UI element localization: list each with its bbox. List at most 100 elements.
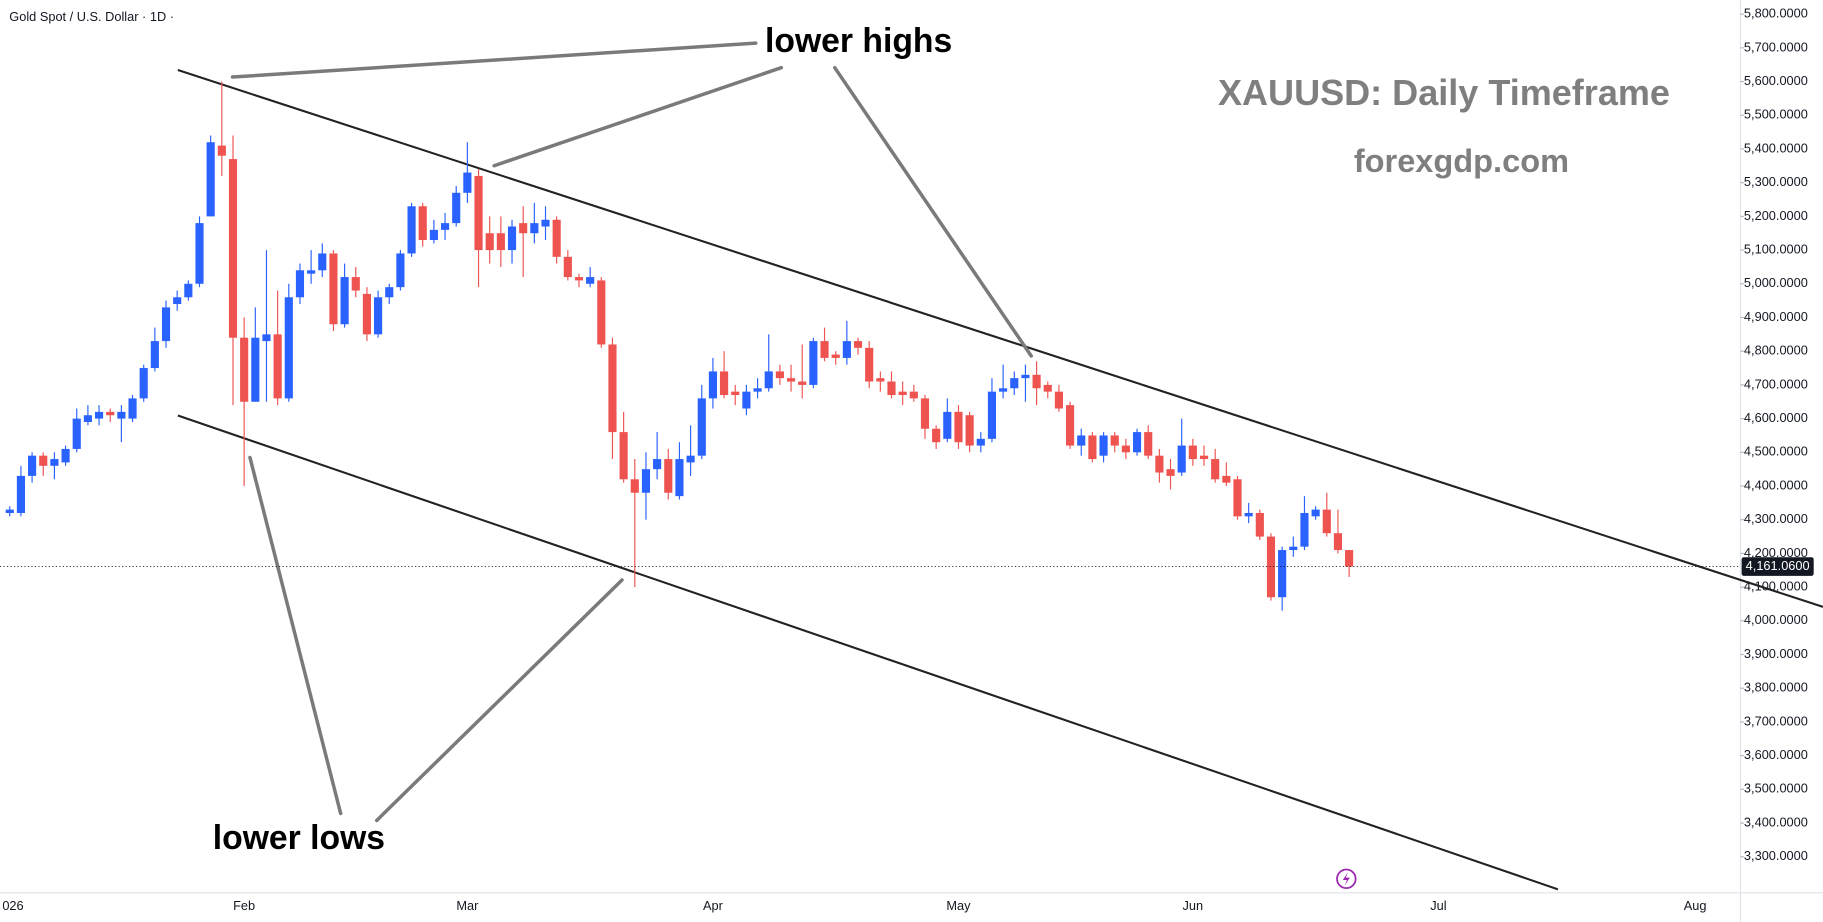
x-tick-label: Mar <box>456 898 479 913</box>
candle-body <box>764 371 773 389</box>
pointer <box>492 65 784 168</box>
candle-body <box>351 277 360 291</box>
candle-body <box>943 411 952 439</box>
y-tick-label: 5,300.0000 <box>1744 174 1808 189</box>
candle-body <box>496 233 505 251</box>
y-tick-label: 3,800.0000 <box>1744 680 1808 695</box>
candle-body <box>831 354 840 358</box>
last-price-label: 4,161.0600 <box>1746 558 1810 573</box>
chart-title: Gold Spot / U.S. Dollar · 1D · <box>9 9 174 24</box>
candle-body <box>1345 550 1354 567</box>
y-tick-label: 4,900.0000 <box>1744 309 1808 324</box>
alert-bolt[interactable] <box>1342 871 1350 886</box>
x-tick-label: 026 <box>2 898 23 913</box>
y-tick-label: 3,600.0000 <box>1744 747 1808 762</box>
candle-body <box>1289 546 1298 551</box>
candle-body <box>1021 374 1030 379</box>
y-tick-label: 4,000.0000 <box>1744 612 1808 627</box>
candle-body <box>552 219 561 257</box>
candle-body <box>932 428 941 443</box>
last-price-tag <box>1741 557 1814 576</box>
candle-body <box>507 226 517 251</box>
candle-body <box>173 297 182 305</box>
candle-body <box>1132 432 1142 453</box>
candle-body <box>731 391 740 396</box>
y-tick-label: 5,200.0000 <box>1744 208 1808 223</box>
candle-body <box>485 233 494 251</box>
candle-body <box>742 391 751 409</box>
x-tick-label: May <box>946 898 971 913</box>
x-tick-label: Aug <box>1684 898 1707 913</box>
y-tick-label: 4,300.0000 <box>1744 511 1808 526</box>
x-tick-label: Jun <box>1183 898 1204 913</box>
candle-body <box>519 223 528 234</box>
candle-body <box>630 479 639 493</box>
candle-body <box>5 509 14 513</box>
candle-body <box>240 337 249 402</box>
candle-body <box>686 455 695 463</box>
candle-body <box>1043 384 1052 392</box>
watermark: forexgdp.com <box>1354 142 1569 179</box>
candle-body <box>440 223 450 230</box>
candle-body <box>820 341 829 358</box>
y-tick-label: 5,000.0000 <box>1744 275 1808 290</box>
y-tick-label: 3,700.0000 <box>1744 713 1808 728</box>
x-tick-label: Feb <box>233 898 255 913</box>
candle-body <box>965 415 974 446</box>
candle-body <box>619 432 628 480</box>
candle-body <box>1233 479 1242 517</box>
candle-body <box>228 159 238 338</box>
watermark: XAUUSD: Daily Timeframe <box>1218 72 1670 113</box>
candle-body <box>809 341 818 385</box>
candle-body <box>541 219 550 227</box>
candle-body <box>720 371 729 396</box>
candle-body <box>139 368 148 399</box>
y-tick-label: 4,800.0000 <box>1744 343 1808 358</box>
candle-body <box>463 172 472 193</box>
candle-body <box>117 411 126 419</box>
candle-body <box>1066 405 1075 446</box>
pointer <box>248 455 343 816</box>
candle-body <box>1244 512 1253 517</box>
candle-body <box>61 448 70 463</box>
candle-body <box>307 270 316 274</box>
candle-body <box>898 391 907 396</box>
alert-icon[interactable] <box>1336 868 1357 890</box>
candle-body <box>50 459 59 466</box>
candle-body <box>608 344 617 433</box>
candle-body <box>128 398 137 419</box>
candle-body <box>1311 509 1320 517</box>
annotation-pointers <box>230 41 1033 823</box>
candle-body <box>853 341 863 348</box>
candle-body <box>586 277 595 284</box>
pointer <box>374 578 624 823</box>
candle-body <box>284 297 293 399</box>
channel-lower <box>177 414 1559 891</box>
candle-body <box>94 411 104 419</box>
candle-body <box>1199 455 1209 460</box>
y-tick-label: 5,500.0000 <box>1744 107 1808 122</box>
candle-body <box>909 391 918 399</box>
candle-body <box>1278 550 1287 598</box>
candle-body <box>318 253 327 271</box>
y-tick-label: 4,100.0000 <box>1744 579 1808 594</box>
candle-body <box>418 206 427 240</box>
candle-body <box>954 411 963 443</box>
candle-body <box>887 381 896 396</box>
x-tick-label: Apr <box>703 898 724 913</box>
y-tick-label: 5,800.0000 <box>1744 6 1808 21</box>
candle-body <box>1333 533 1343 551</box>
candle-body <box>429 229 438 240</box>
candle-body <box>262 334 271 342</box>
candle-body <box>1054 391 1063 409</box>
y-tick-label: 4,700.0000 <box>1744 376 1808 391</box>
candle-body <box>1144 432 1153 456</box>
candle-body <box>753 388 762 392</box>
annotation: lower lows <box>213 819 385 857</box>
candle-body <box>1077 435 1086 446</box>
candle-body <box>161 307 171 342</box>
y-tick-label: 5,400.0000 <box>1744 140 1808 155</box>
y-tick-label: 5,100.0000 <box>1744 241 1808 256</box>
candle-body <box>340 277 349 325</box>
